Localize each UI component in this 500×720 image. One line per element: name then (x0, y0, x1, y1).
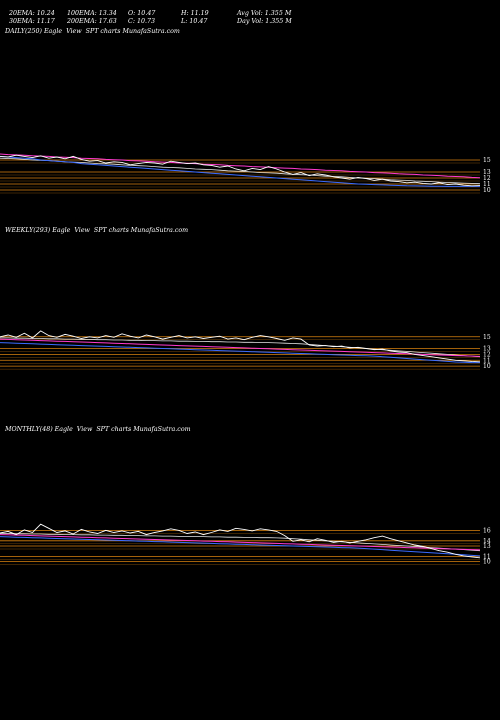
header-row-1: 20EMA: 10.24 100EMA: 13.34 O: 10.47 H: 11.1… (5, 2, 291, 18)
tick-label: 11 (483, 181, 491, 188)
ema-blue-line (0, 536, 481, 557)
tick-label: 15 (483, 334, 491, 341)
monthly-panel-label: MONTHLY(48) Eagle View SPT charts Munafa… (5, 426, 191, 433)
header-row-2: 30EMA: 11.17 200EMA: 17.63 C: 10.73 L: 10.4… (5, 10, 292, 26)
ema-blue-line (0, 155, 480, 187)
tick-label: 15 (483, 157, 491, 164)
ema-white-line (0, 157, 481, 185)
tick-label: 13 (483, 543, 491, 550)
tick-label: 12 (483, 175, 491, 182)
daily-panel-label: DAILY(250) Eagle View SPT charts MunafaS… (5, 28, 180, 35)
ema-white-line (0, 337, 481, 358)
price-line (0, 154, 481, 187)
tick-label: 11 (483, 553, 491, 560)
tick-label: 14 (483, 538, 491, 545)
price-line (0, 523, 481, 559)
open-value: O: 10.47 (128, 10, 156, 17)
ema-blue-line (0, 342, 480, 364)
weekly-panel-label: WEEKLY(293) Eagle View SPT charts Munafa… (5, 227, 189, 234)
tick-label: 10 (483, 559, 491, 566)
tick-label: 12 (483, 351, 491, 358)
high-value: H: 11.19 (181, 10, 209, 17)
close-value: C: 10.73 (128, 18, 155, 25)
price-line (0, 330, 481, 363)
ema-pink-line (0, 153, 481, 179)
tick-label: 13 (483, 346, 491, 353)
tick-label: 10 (483, 187, 491, 194)
tick-label: 11 (483, 357, 491, 364)
ema200-value: 200EMA: 17.63 (67, 18, 117, 25)
avg-vol-value: Avg Vol: 1.355 M (237, 10, 292, 17)
ema100-value: 100EMA: 13.34 (67, 10, 117, 17)
tick-label: 13 (483, 169, 491, 176)
ema-pink-line (0, 338, 481, 357)
day-vol-value: Day Vol: 1.355 M (237, 18, 292, 25)
ema20-value: 20EMA: 10.24 (9, 10, 55, 17)
ema30-value: 30EMA: 11.17 (9, 18, 55, 25)
low-value: L: 10.47 (181, 18, 208, 25)
ema-pink-line (0, 534, 481, 551)
tick-label: 16 (483, 527, 491, 534)
tick-label: 10 (483, 363, 491, 370)
ema-white-line (0, 533, 481, 552)
